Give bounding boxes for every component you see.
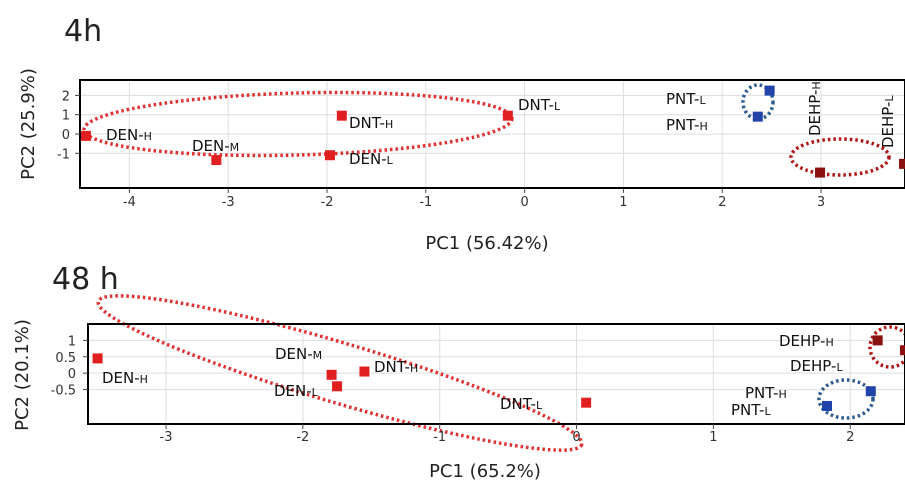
point-label-den-l: DEN-L — [349, 150, 394, 168]
point-label-dehp-h: DEHP-H — [779, 332, 834, 350]
data-point-den-l — [332, 381, 343, 392]
x-tick-label: 2 — [718, 195, 726, 210]
y-tick-label: 1 — [68, 334, 76, 349]
panel-4h: 4h -4 -3 -2 -1 0 1 2 3 2 1 0 -1 DEN-H DEN-M DEN-L DNT-… — [18, 14, 905, 254]
panel-title-48h: 48 h — [52, 262, 119, 297]
point-label-dehp-h: DEHP-H — [806, 81, 824, 136]
y-tick-label: -1 — [57, 147, 70, 162]
pnt-cluster-ellipse — [741, 83, 775, 121]
x-tick-label: 0 — [572, 430, 580, 445]
data-point-dnt-l — [502, 110, 513, 121]
point-label-den-l: DEN-L — [274, 382, 319, 400]
point-labels-4h: DEN-H DEN-M DEN-L DNT-H DNT-L PNT-L PNT-H DEHP-… — [106, 81, 897, 168]
point-label-dnt-h: DNT-H — [349, 114, 393, 132]
points-48h — [92, 335, 905, 411]
y-tick-label: 0.5 — [55, 351, 76, 366]
y-axis-label-4h: PC2 (25.9%) — [18, 68, 39, 180]
x-axis-label-4h: PC1 (56.42%) — [425, 233, 548, 254]
data-point-dnt-l — [581, 397, 592, 408]
point-label-pnt-l: PNT-L — [731, 401, 771, 419]
den-dnt-cluster-ellipse — [96, 294, 584, 452]
point-label-dehp-l: DEHP-L — [879, 95, 897, 148]
data-point-den-m — [211, 155, 222, 166]
grid-4h — [80, 80, 905, 188]
panel-48h: 48 h -3 -2 -1 0 1 210.50-0.5 DEN-HDEN-MDEN-LD… — [12, 262, 905, 482]
y-axis-label-48h: PC2 (20.1%) — [12, 319, 33, 431]
x-tick-label: 2 — [846, 430, 854, 445]
x-tick-label: -3 — [160, 430, 173, 445]
ellipses-48h — [96, 294, 905, 452]
data-point-dnt-h — [359, 366, 370, 377]
grid-48h — [88, 324, 905, 424]
point-label-dnt-l: DNT-L — [518, 96, 561, 114]
data-point-den-h — [92, 353, 103, 364]
y-tick-label: 0 — [62, 128, 70, 143]
x-tick-label: -1 — [419, 195, 432, 210]
x-axis-label-48h: PC1 (65.2%) — [429, 461, 541, 482]
x-tick-label: 3 — [817, 195, 825, 210]
point-label-dehp-l: DEHP-L — [790, 357, 843, 375]
data-point-dnt-h — [336, 110, 347, 121]
point-label-den-m: DEN-M — [192, 137, 239, 155]
data-point-pnt-h — [752, 111, 763, 122]
point-labels-48h: DEN-HDEN-MDEN-LDNT-HDNT-LDEHP-HDEHP-LPNT… — [102, 332, 843, 419]
x-tick-label: 1 — [619, 195, 627, 210]
x-tick-label: -2 — [321, 195, 334, 210]
dehp-cluster-ellipse — [789, 137, 891, 177]
x-tick-label: 1 — [709, 430, 717, 445]
x-tick-label: -1 — [433, 430, 446, 445]
y-tick-label: 2 — [62, 89, 70, 104]
ticks-48h: -3 -2 -1 0 1 210.50-0.5 — [51, 334, 855, 445]
y-tick-label: 1 — [62, 109, 70, 124]
data-point-pnt-h — [865, 386, 876, 397]
y-tick-label: -0.5 — [51, 384, 76, 399]
point-label-dnt-l: DNT-L — [500, 395, 543, 413]
point-label-pnt-h: PNT-H — [745, 384, 787, 402]
x-tick-label: 0 — [520, 195, 528, 210]
point-label-den-m: DEN-M — [275, 345, 322, 363]
point-label-dnt-h: DNT-H — [374, 358, 418, 376]
data-point-dehp-h — [815, 167, 826, 178]
x-tick-label: -4 — [123, 195, 136, 210]
point-label-pnt-h: PNT-H — [666, 116, 708, 134]
x-tick-label: -2 — [296, 430, 309, 445]
x-tick-label: -3 — [222, 195, 235, 210]
points-4h — [80, 85, 905, 178]
data-point-dehp-h — [872, 335, 883, 346]
dehp-cluster-ellipse — [868, 325, 905, 369]
y-tick-label: 0 — [68, 367, 76, 382]
plot-frame-48h — [87, 323, 905, 425]
ellipses-4h — [82, 83, 891, 177]
data-point-pnt-l — [821, 400, 832, 411]
ticks-4h: -4 -3 -2 -1 0 1 2 3 2 1 0 -1 — [57, 89, 825, 210]
panel-title-4h: 4h — [64, 14, 102, 49]
point-label-den-h: DEN-H — [106, 126, 152, 144]
point-label-den-h: DEN-H — [102, 369, 148, 387]
data-point-den-h — [80, 130, 91, 141]
data-point-pnt-l — [764, 85, 775, 96]
data-point-dehp-l — [899, 158, 905, 169]
data-point-dehp-l — [900, 345, 905, 356]
data-point-den-l — [324, 150, 335, 161]
data-point-den-m — [326, 369, 337, 380]
pnt-cluster-ellipse — [817, 378, 875, 420]
point-label-pnt-l: PNT-L — [666, 90, 706, 108]
den-dnt-cluster-ellipse — [82, 90, 514, 158]
